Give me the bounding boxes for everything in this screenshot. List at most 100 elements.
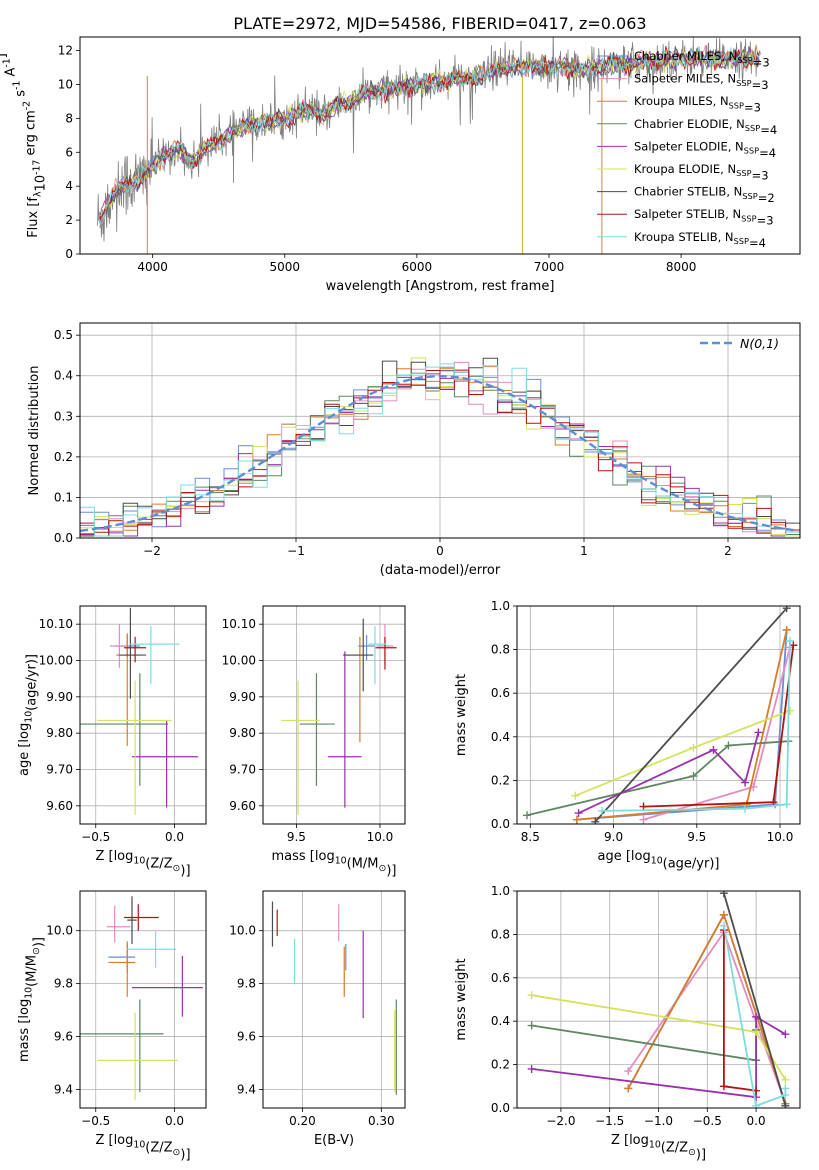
- y-tick-label: 0.3: [54, 409, 73, 423]
- y-tick-label: 9.80: [46, 726, 73, 740]
- label-text: age [log: [598, 849, 651, 864]
- mass-weight-marker: [782, 606, 791, 613]
- mass-weight-marker: [624, 1084, 633, 1093]
- y-tick-label: 8: [65, 111, 73, 125]
- mass-weight-marker: [741, 778, 750, 787]
- x-axis-label: Z [log10(Z/Z⊙)]: [95, 849, 190, 879]
- observed-spectrum: [96, 37, 761, 242]
- y-tick-label: 9.4: [237, 1082, 256, 1096]
- plot-area: [96, 37, 761, 254]
- label-superscript: -1: [2, 58, 13, 67]
- x-axis-label: E(B-V): [314, 1133, 354, 1148]
- label-text: )]: [180, 864, 190, 879]
- residual-histogram: [80, 369, 800, 535]
- plot-area: [281, 618, 397, 815]
- x-tick-label: −0.5: [81, 830, 110, 844]
- y-axis-label: Normed distribution: [27, 366, 42, 496]
- label-superscript: -1: [12, 81, 23, 90]
- label-text: =3: [752, 168, 769, 182]
- mass-weight-line: [578, 732, 760, 814]
- mass-weight-marker: [527, 1064, 536, 1073]
- label-text: Z [log: [95, 849, 133, 864]
- mass-weight-marker: [572, 815, 581, 824]
- label-subscript: SSP: [737, 55, 752, 65]
- y-tick-label: 9.60: [46, 799, 73, 813]
- mass-weight-marker: [639, 802, 648, 811]
- label-text: )]: [32, 937, 47, 947]
- legend-label: Salpeter STELIB, NSSP=3: [634, 207, 774, 227]
- label-text: Z [log: [95, 1133, 133, 1148]
- mass-weight-line: [601, 640, 791, 812]
- y-tick-label: 0.0: [491, 1101, 510, 1115]
- y-tick-label: 10.10: [222, 617, 256, 631]
- x-tick-label: −1.5: [595, 1114, 624, 1128]
- label-subscript: 10: [335, 856, 347, 867]
- plot-area: [271, 901, 397, 1095]
- label-text: Normed distribution: [27, 366, 42, 496]
- y-tick-label: 0.4: [54, 369, 73, 383]
- label-text: (Z/Z: [145, 1140, 172, 1155]
- residual-histogram: [80, 363, 800, 537]
- label-subscript: SSP: [734, 236, 749, 246]
- label-text: (M/M: [347, 856, 379, 871]
- label-subscript: ⊙: [31, 947, 42, 955]
- legend-label: N(0,1): [740, 336, 779, 351]
- panel-mass-vs-Z: −0.5 0.09.49.69.810.0Z [log10(Z/Z⊙)]mass …: [17, 890, 207, 1163]
- y-tick-label: 9.8: [237, 977, 256, 991]
- label-text: =2: [758, 191, 775, 205]
- label-subscript: λ: [33, 191, 44, 197]
- mass-weight-marker: [591, 817, 600, 824]
- y-tick-label: 9.6: [54, 1030, 73, 1044]
- mass-weight-marker: [527, 1021, 536, 1030]
- label-superscript: -2: [21, 101, 32, 110]
- panel-mass-weight-vs-Z: −2.0 −1.5 −1.0 −0.5 0.0 0.0 0.2 0.4 0.6 0.8 1.0 Z […: [454, 884, 801, 1163]
- mass-weight-marker: [781, 1075, 790, 1084]
- label-text: (age/yr)]: [24, 654, 39, 711]
- y-tick-label: 0.6: [491, 971, 510, 985]
- mass-weight-marker: [522, 811, 531, 820]
- x-tick-label: 9.5: [287, 830, 306, 844]
- label-text: Chabrier ELODIE, N: [634, 117, 745, 131]
- label-subscript: SSP: [736, 78, 751, 88]
- axes-frame: [79, 322, 801, 539]
- mass-weight-marker: [639, 815, 648, 824]
- label-subscript: 10: [133, 856, 145, 867]
- y-tick-label: 1.0: [491, 599, 510, 613]
- label-text: s: [14, 90, 29, 101]
- mass-weight-line: [531, 1015, 786, 1099]
- label-text: )]: [386, 864, 396, 879]
- gaussian-reference: [80, 375, 798, 533]
- panel-age-vs-mass: 9.5 10.0 9.60 9.70 9.80 9.90 10.00 10.10 mass [l…: [222, 605, 406, 879]
- mass-weight-line: [594, 607, 788, 823]
- label-subscript: 10: [24, 711, 35, 723]
- label-subscript: ⊙: [688, 1147, 696, 1158]
- mass-weight-line: [723, 892, 787, 1107]
- mass-weight-marker: [724, 741, 733, 750]
- mass-weight-marker: [719, 1082, 728, 1091]
- mass-weight-marker: [781, 1084, 790, 1093]
- mass-weight-marker: [709, 745, 718, 754]
- mass-weight-marker: [719, 891, 728, 898]
- x-tick-label: 9.0: [604, 830, 623, 844]
- label-text: (age/yr)]: [663, 856, 720, 871]
- label-text: A: [4, 68, 19, 81]
- mass-weight-marker: [782, 625, 791, 634]
- y-tick-label: 10.00: [222, 654, 256, 668]
- panel-mass-weight-vs-age: 8.5 9.0 9.5 10.0 0.0 0.2 0.4 0.6 0.8 1.0 age [log1…: [454, 599, 801, 871]
- x-tick-label: 0.0: [747, 1114, 766, 1128]
- mass-weight-marker: [754, 728, 763, 737]
- y-tick-label: 0.4: [491, 1014, 510, 1028]
- residual-histogram: [80, 357, 800, 537]
- label-math: N(0,1): [740, 336, 779, 351]
- panel-spectrum: 4000 5000 6000 7000 8000 0 2 4 6 8 10 12 wavelength …: [0, 36, 801, 294]
- legend-label: Chabrier MILES, NSSP=3: [634, 49, 770, 69]
- label-text: =3: [753, 55, 770, 69]
- axes-frame: [516, 605, 801, 825]
- y-tick-label: 6: [65, 145, 73, 159]
- x-tick-label: 0.30: [368, 1114, 395, 1128]
- label-text: Flux [f: [26, 197, 41, 238]
- y-tick-label: 12: [58, 44, 73, 58]
- mass-weight-marker: [719, 910, 728, 919]
